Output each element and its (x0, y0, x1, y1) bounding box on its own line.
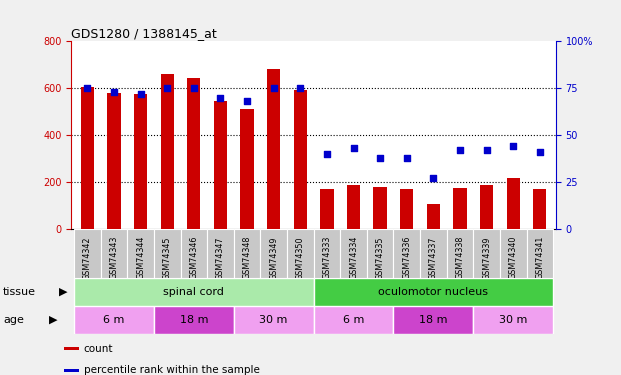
Bar (367, 229, 394, 278)
Text: age: age (3, 315, 24, 325)
Bar (214, 101, 227, 229)
Point (296, 85, 306, 91)
Bar (74, 306, 154, 334)
Bar (81, 87, 94, 229)
Text: 18 m: 18 m (179, 315, 208, 325)
Text: GSM74346: GSM74346 (189, 236, 198, 279)
Bar (107, 93, 120, 229)
Point (455, 147, 465, 153)
Text: GSM74347: GSM74347 (216, 236, 225, 280)
Text: count: count (84, 344, 114, 354)
Text: GSM74335: GSM74335 (376, 236, 384, 280)
Bar (314, 306, 394, 334)
Text: GSM74349: GSM74349 (269, 236, 278, 280)
Bar (320, 189, 333, 229)
Bar (400, 189, 414, 229)
Bar (453, 188, 466, 229)
Text: GSM74339: GSM74339 (482, 236, 491, 280)
Bar (233, 306, 314, 334)
Bar (74, 229, 101, 278)
Bar (533, 189, 546, 229)
Bar (473, 306, 553, 334)
Bar (154, 306, 233, 334)
Bar (394, 306, 473, 334)
Point (215, 94, 225, 100)
Point (535, 149, 545, 155)
Bar (473, 229, 500, 278)
Bar (134, 94, 147, 229)
Text: GDS1280 / 1388145_at: GDS1280 / 1388145_at (71, 27, 217, 40)
Text: GSM74344: GSM74344 (136, 236, 145, 279)
Bar (154, 229, 181, 278)
Text: GSM74340: GSM74340 (509, 236, 518, 279)
Point (83, 85, 93, 91)
Bar (127, 229, 154, 278)
Point (322, 151, 332, 157)
Text: GSM74342: GSM74342 (83, 236, 92, 280)
Text: GSM74350: GSM74350 (296, 236, 305, 280)
Text: GSM74338: GSM74338 (455, 236, 465, 279)
Bar (161, 74, 174, 229)
Bar (260, 229, 287, 278)
Bar (287, 229, 314, 278)
Point (189, 85, 199, 91)
Bar (500, 229, 527, 278)
Text: spinal cord: spinal cord (163, 286, 224, 297)
Text: oculomotor nucleus: oculomotor nucleus (378, 286, 488, 297)
Point (508, 143, 518, 149)
Bar (314, 278, 553, 306)
Point (135, 91, 145, 97)
Point (242, 98, 252, 104)
Point (402, 154, 412, 160)
Bar (347, 185, 360, 229)
Bar (394, 229, 420, 278)
Text: tissue: tissue (3, 286, 36, 297)
Text: GSM74348: GSM74348 (243, 236, 252, 279)
Text: GSM74334: GSM74334 (349, 236, 358, 279)
Text: ▶: ▶ (59, 286, 68, 297)
Text: GSM74337: GSM74337 (429, 236, 438, 280)
Bar (427, 204, 440, 229)
Text: 6 m: 6 m (343, 315, 364, 325)
Bar (207, 229, 233, 278)
Bar (101, 229, 127, 278)
Point (482, 147, 492, 153)
Bar (446, 229, 473, 278)
Text: GSM74345: GSM74345 (163, 236, 172, 280)
Point (375, 154, 385, 160)
Text: GSM74343: GSM74343 (109, 236, 119, 279)
Text: GSM74341: GSM74341 (535, 236, 545, 279)
Bar (181, 229, 207, 278)
Bar (233, 229, 260, 278)
Bar (420, 229, 446, 278)
Bar (294, 90, 307, 229)
Bar (64, 369, 79, 372)
Bar (373, 187, 387, 229)
Bar (64, 347, 79, 350)
Text: GSM74336: GSM74336 (402, 236, 411, 279)
Point (269, 85, 279, 91)
Point (109, 89, 119, 95)
Text: ▶: ▶ (49, 315, 58, 325)
Bar (507, 178, 520, 229)
Bar (187, 78, 201, 229)
Text: 6 m: 6 m (103, 315, 125, 325)
Bar (240, 109, 254, 229)
Bar (480, 185, 493, 229)
Bar (527, 229, 553, 278)
Text: GSM74333: GSM74333 (322, 236, 332, 279)
Point (428, 175, 438, 181)
Bar (314, 229, 340, 278)
Bar (340, 229, 367, 278)
Text: 30 m: 30 m (260, 315, 288, 325)
Bar (74, 278, 314, 306)
Point (162, 85, 172, 91)
Text: 18 m: 18 m (419, 315, 448, 325)
Text: 30 m: 30 m (499, 315, 527, 325)
Bar (267, 69, 280, 229)
Text: percentile rank within the sample: percentile rank within the sample (84, 365, 260, 375)
Point (348, 145, 358, 151)
